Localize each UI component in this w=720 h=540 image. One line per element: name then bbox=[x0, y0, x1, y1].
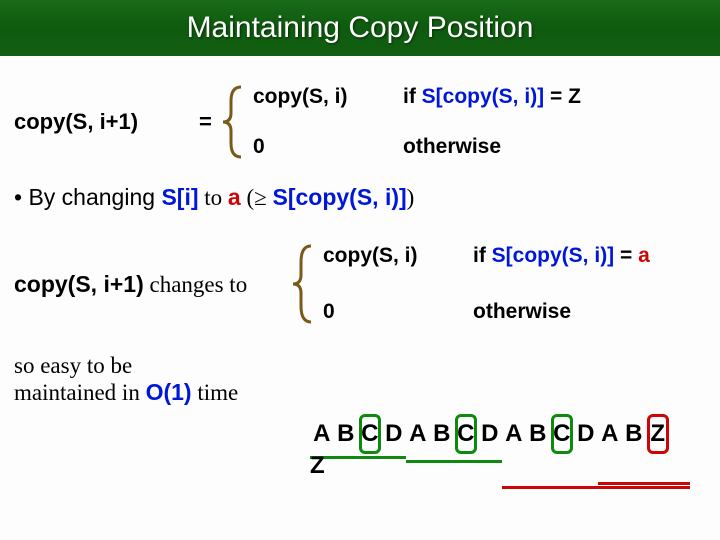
def1-case2-left: 0 bbox=[253, 135, 403, 159]
def1-case1-left: copy(S, i) bbox=[253, 85, 403, 109]
seq-char: A bbox=[310, 420, 334, 448]
text-line2: maintained in O(1) time bbox=[14, 379, 284, 406]
seq-char: D bbox=[574, 420, 598, 448]
def2-case1: copy(S, i) if S[copy(S, i)] = a bbox=[323, 244, 650, 268]
text-red: a bbox=[638, 244, 650, 267]
text-blue: S[copy(S, i)] bbox=[272, 184, 406, 210]
def1-case1-right: if S[copy(S, i)] = Z bbox=[403, 85, 581, 109]
text: if bbox=[473, 244, 492, 267]
def2-case2: 0 otherwise bbox=[323, 300, 650, 324]
slide-title: Maintaining Copy Position bbox=[0, 0, 720, 56]
text: so easy to be bbox=[14, 353, 284, 379]
slide-content: copy(S, i+1) = copy(S, i) if S[copy(S, i… bbox=[0, 56, 720, 406]
seq-char: A bbox=[406, 420, 430, 448]
definition-1: copy(S, i+1) = copy(S, i) if S[copy(S, i… bbox=[14, 82, 706, 162]
def1-case1: copy(S, i) if S[copy(S, i)] = Z bbox=[253, 85, 581, 109]
sequence-illustration: ABCDABCDABCDABZ Z bbox=[310, 420, 708, 448]
def2-case2-right: otherwise bbox=[473, 300, 571, 324]
definition-2: copy(S, i+1) changes to copy(S, i) if S[… bbox=[14, 241, 706, 327]
text: if bbox=[403, 85, 422, 108]
green-ring bbox=[455, 414, 477, 454]
def2-case2-left: 0 bbox=[323, 300, 473, 324]
text: to bbox=[199, 185, 228, 210]
char-sequence: ABCDABCDABCDABZ bbox=[310, 420, 708, 448]
text-blue: S[i] bbox=[161, 184, 198, 210]
def2-case1-right: if S[copy(S, i)] = a bbox=[473, 244, 650, 268]
green-ring bbox=[359, 414, 381, 454]
def1-lhs: copy(S, i+1) bbox=[14, 109, 199, 135]
text: • By changing bbox=[14, 184, 161, 210]
text: ) bbox=[407, 185, 415, 210]
seq-char: D bbox=[478, 420, 502, 448]
text: time bbox=[192, 380, 239, 405]
text: maintained in bbox=[14, 380, 146, 405]
brace-icon bbox=[219, 83, 247, 161]
green-ring bbox=[551, 414, 573, 454]
text-red: a bbox=[228, 184, 241, 210]
def2-lhs: copy(S, i+1) changes to bbox=[14, 271, 289, 298]
text: = Z bbox=[544, 85, 581, 108]
def1-equals: = bbox=[199, 109, 219, 135]
text: = bbox=[614, 244, 638, 267]
text-blue: S[copy(S, i)] bbox=[422, 85, 545, 108]
text: (≥ bbox=[241, 185, 273, 210]
green-underline bbox=[406, 460, 502, 463]
seq-char: B bbox=[622, 420, 646, 448]
seq-char: A bbox=[502, 420, 526, 448]
complexity-note: so easy to be maintained in O(1) time bbox=[14, 353, 284, 406]
bullet-line: • By changing S[i] to a (≥ S[copy(S, i)]… bbox=[14, 184, 706, 211]
text-blue: S[copy(S, i)] bbox=[492, 244, 615, 267]
def1-case2-right: otherwise bbox=[403, 135, 501, 159]
text-blue: O(1) bbox=[146, 379, 192, 405]
seq-char: B bbox=[430, 420, 454, 448]
def2-case1-left: copy(S, i) bbox=[323, 244, 473, 268]
brace-icon bbox=[289, 242, 317, 326]
seq-char: A bbox=[598, 420, 622, 448]
text: changes to bbox=[144, 272, 247, 297]
red-underline bbox=[598, 482, 690, 485]
red-underline bbox=[502, 486, 690, 489]
z-char: Z bbox=[310, 452, 325, 480]
seq-char: D bbox=[382, 420, 406, 448]
seq-char: B bbox=[526, 420, 550, 448]
seq-char: B bbox=[334, 420, 358, 448]
text-bold: copy(S, i+1) bbox=[14, 271, 144, 297]
red-ring bbox=[647, 414, 669, 454]
def1-case2: 0 otherwise bbox=[253, 135, 581, 159]
